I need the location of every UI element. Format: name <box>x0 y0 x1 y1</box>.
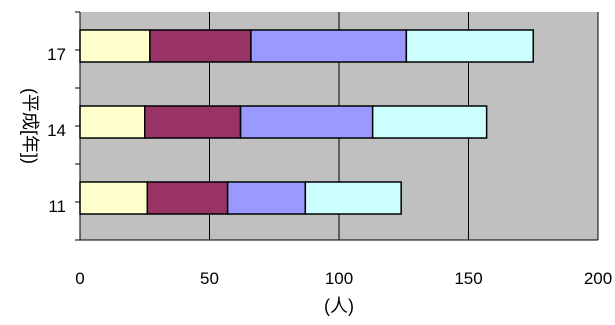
x-tick-label: 50 <box>200 269 219 288</box>
bar-segment <box>144 105 242 139</box>
bar-segment <box>146 181 229 215</box>
bar-segment <box>239 105 374 139</box>
y-axis-title: (平成[年]) <box>20 88 40 164</box>
axes <box>75 11 598 241</box>
bar-segment <box>79 105 146 139</box>
bar-segment <box>149 29 252 63</box>
bar-segment <box>304 181 402 215</box>
x-tick-label: 0 <box>75 269 84 288</box>
bar-segment <box>405 29 534 63</box>
y-tick-label: 11 <box>48 197 66 216</box>
tick-labels: 0 50 100 150 200 11 14 17 <box>47 45 612 288</box>
y-tick-label: 14 <box>47 121 66 140</box>
x-tick-label: 100 <box>325 269 353 288</box>
bar-segment <box>79 29 151 63</box>
x-tick-label: 200 <box>584 269 612 288</box>
bar-segment <box>226 181 307 215</box>
y-tick-label: 17 <box>47 45 66 64</box>
x-axis-title: (人) <box>324 296 354 316</box>
bars <box>79 29 534 215</box>
bar-segment <box>79 181 149 215</box>
bar-segment <box>371 105 488 139</box>
bar-segment <box>250 29 408 63</box>
x-tick-label: 150 <box>454 269 482 288</box>
